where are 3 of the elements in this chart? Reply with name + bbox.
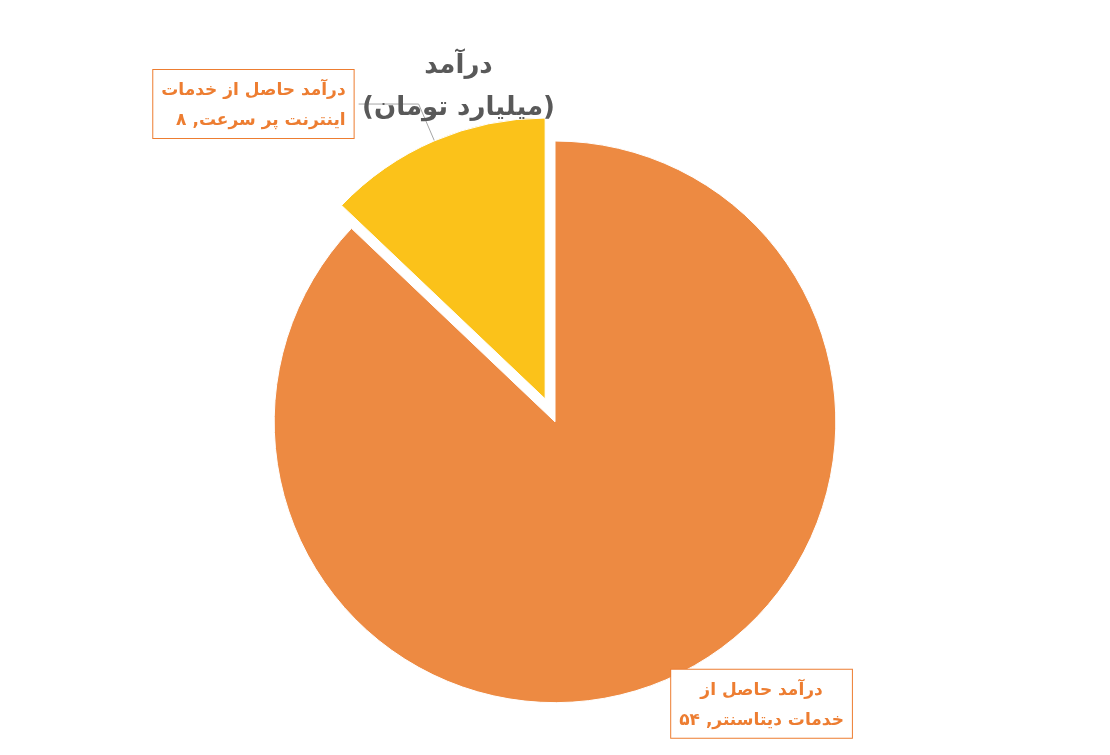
slice-label: درآمد حاصل از خدمات دیتاسنتر, ۵۴	[679, 677, 844, 730]
slice-label: درآمد حاصل از خدمات اینترنت پر سرعت, ۸	[161, 78, 346, 131]
chart-title: درآمد (میلیارد تومان)	[362, 48, 556, 122]
